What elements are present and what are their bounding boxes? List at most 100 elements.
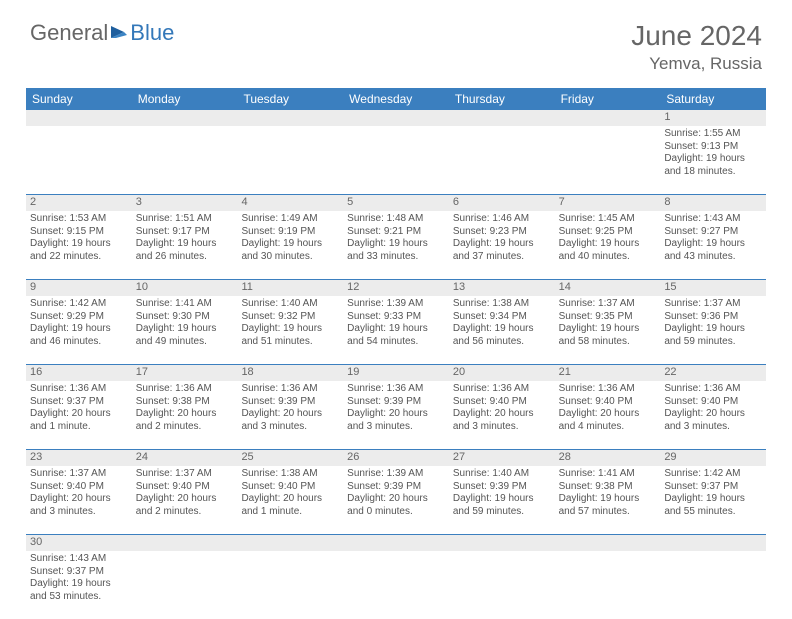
- sunset-line: Sunset: 9:40 PM: [136, 481, 234, 494]
- daynum-cell: [343, 110, 449, 126]
- dow-header-cell: Tuesday: [237, 88, 343, 110]
- dow-header-cell: Thursday: [449, 88, 555, 110]
- daynum-row: 16171819202122: [26, 365, 766, 381]
- sunrise-line: Sunrise: 1:37 AM: [136, 468, 234, 481]
- sunset-line: Sunset: 9:29 PM: [30, 311, 128, 324]
- sunset-line: Sunset: 9:40 PM: [559, 396, 657, 409]
- daylight-line: Daylight: 19 hours and 40 minutes.: [559, 238, 657, 263]
- day-cell: Sunrise: 1:51 AMSunset: 9:17 PMDaylight:…: [132, 211, 238, 279]
- day-cell: [555, 551, 661, 619]
- day-cell: [237, 126, 343, 194]
- day-cell: Sunrise: 1:37 AMSunset: 9:40 PMDaylight:…: [132, 466, 238, 534]
- daynum-cell: 5: [343, 195, 449, 211]
- daynum-cell: 15: [660, 280, 766, 296]
- sunset-line: Sunset: 9:38 PM: [559, 481, 657, 494]
- day-cell: [555, 126, 661, 194]
- daylight-line: Daylight: 19 hours and 43 minutes.: [664, 238, 762, 263]
- sunrise-line: Sunrise: 1:42 AM: [664, 468, 762, 481]
- daynum-cell: 29: [660, 450, 766, 466]
- sunrise-line: Sunrise: 1:43 AM: [30, 553, 128, 566]
- sunset-line: Sunset: 9:35 PM: [559, 311, 657, 324]
- daylight-line: Daylight: 19 hours and 22 minutes.: [30, 238, 128, 263]
- logo-text-1: General: [30, 20, 108, 46]
- daynum-cell: [343, 535, 449, 551]
- daylight-line: Daylight: 19 hours and 59 minutes.: [453, 493, 551, 518]
- sunrise-line: Sunrise: 1:37 AM: [30, 468, 128, 481]
- sunset-line: Sunset: 9:32 PM: [241, 311, 339, 324]
- sunrise-line: Sunrise: 1:41 AM: [559, 468, 657, 481]
- daylight-line: Daylight: 20 hours and 3 minutes.: [30, 493, 128, 518]
- daylight-line: Daylight: 20 hours and 3 minutes.: [241, 408, 339, 433]
- week-row: Sunrise: 1:36 AMSunset: 9:37 PMDaylight:…: [26, 381, 766, 450]
- daynum-cell: 10: [132, 280, 238, 296]
- daynum-cell: 9: [26, 280, 132, 296]
- daynum-cell: 18: [237, 365, 343, 381]
- daynum-cell: 30: [26, 535, 132, 551]
- daynum-cell: 17: [132, 365, 238, 381]
- daylight-line: Daylight: 19 hours and 49 minutes.: [136, 323, 234, 348]
- sunset-line: Sunset: 9:27 PM: [664, 226, 762, 239]
- sunset-line: Sunset: 9:37 PM: [664, 481, 762, 494]
- daynum-cell: 12: [343, 280, 449, 296]
- dow-header-cell: Saturday: [660, 88, 766, 110]
- daynum-cell: [449, 110, 555, 126]
- sunrise-line: Sunrise: 1:39 AM: [347, 468, 445, 481]
- daynum-cell: 16: [26, 365, 132, 381]
- daylight-line: Daylight: 19 hours and 37 minutes.: [453, 238, 551, 263]
- daynum-cell: 23: [26, 450, 132, 466]
- sunset-line: Sunset: 9:39 PM: [241, 396, 339, 409]
- sunset-line: Sunset: 9:39 PM: [453, 481, 551, 494]
- day-cell: [660, 551, 766, 619]
- daynum-cell: 28: [555, 450, 661, 466]
- sunrise-line: Sunrise: 1:51 AM: [136, 213, 234, 226]
- day-cell: Sunrise: 1:55 AMSunset: 9:13 PMDaylight:…: [660, 126, 766, 194]
- sunrise-line: Sunrise: 1:37 AM: [559, 298, 657, 311]
- day-cell: Sunrise: 1:53 AMSunset: 9:15 PMDaylight:…: [26, 211, 132, 279]
- sunset-line: Sunset: 9:38 PM: [136, 396, 234, 409]
- sunset-line: Sunset: 9:39 PM: [347, 481, 445, 494]
- day-cell: [132, 126, 238, 194]
- sunset-line: Sunset: 9:40 PM: [30, 481, 128, 494]
- daynum-cell: [555, 535, 661, 551]
- daynum-cell: 7: [555, 195, 661, 211]
- daynum-cell: 11: [237, 280, 343, 296]
- daylight-line: Daylight: 19 hours and 33 minutes.: [347, 238, 445, 263]
- logo-text-2: Blue: [130, 20, 174, 46]
- daylight-line: Daylight: 19 hours and 26 minutes.: [136, 238, 234, 263]
- daynum-cell: 6: [449, 195, 555, 211]
- daynum-row: 23242526272829: [26, 450, 766, 466]
- day-cell: Sunrise: 1:37 AMSunset: 9:40 PMDaylight:…: [26, 466, 132, 534]
- sunrise-line: Sunrise: 1:55 AM: [664, 128, 762, 141]
- day-cell: Sunrise: 1:42 AMSunset: 9:29 PMDaylight:…: [26, 296, 132, 364]
- daylight-line: Daylight: 20 hours and 1 minute.: [30, 408, 128, 433]
- daynum-cell: 24: [132, 450, 238, 466]
- page-header: General Blue June 2024 Yemva, Russia: [0, 0, 792, 82]
- sunset-line: Sunset: 9:13 PM: [664, 141, 762, 154]
- flag-icon: [110, 26, 128, 40]
- daynum-cell: [660, 535, 766, 551]
- daynum-row: 1: [26, 110, 766, 126]
- sunset-line: Sunset: 9:37 PM: [30, 566, 128, 579]
- sunset-line: Sunset: 9:40 PM: [453, 396, 551, 409]
- dow-header-row: SundayMondayTuesdayWednesdayThursdayFrid…: [26, 88, 766, 110]
- week-row: Sunrise: 1:42 AMSunset: 9:29 PMDaylight:…: [26, 296, 766, 365]
- daylight-line: Daylight: 19 hours and 58 minutes.: [559, 323, 657, 348]
- sunrise-line: Sunrise: 1:49 AM: [241, 213, 339, 226]
- sunrise-line: Sunrise: 1:53 AM: [30, 213, 128, 226]
- daynum-cell: 2: [26, 195, 132, 211]
- sunrise-line: Sunrise: 1:43 AM: [664, 213, 762, 226]
- dow-header-cell: Wednesday: [343, 88, 449, 110]
- daynum-cell: 1: [660, 110, 766, 126]
- daynum-cell: [26, 110, 132, 126]
- day-cell: [132, 551, 238, 619]
- sunrise-line: Sunrise: 1:38 AM: [241, 468, 339, 481]
- daynum-row: 2345678: [26, 195, 766, 211]
- daylight-line: Daylight: 19 hours and 56 minutes.: [453, 323, 551, 348]
- day-cell: [237, 551, 343, 619]
- daynum-cell: 3: [132, 195, 238, 211]
- day-cell: Sunrise: 1:36 AMSunset: 9:40 PMDaylight:…: [660, 381, 766, 449]
- sunrise-line: Sunrise: 1:36 AM: [559, 383, 657, 396]
- day-cell: [343, 551, 449, 619]
- daylight-line: Daylight: 20 hours and 4 minutes.: [559, 408, 657, 433]
- day-cell: Sunrise: 1:37 AMSunset: 9:36 PMDaylight:…: [660, 296, 766, 364]
